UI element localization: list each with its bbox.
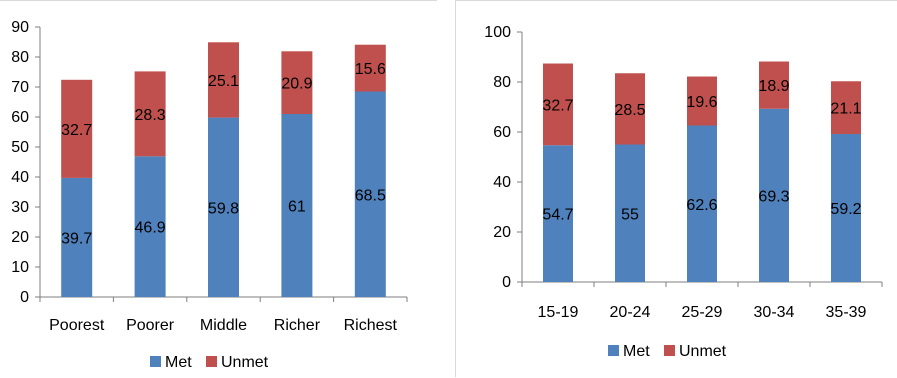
y-tick-label: 10: [11, 259, 29, 276]
data-label: 61: [288, 199, 306, 216]
bar-unmet: [61, 79, 93, 178]
data-label: 25.1: [208, 73, 239, 90]
y-tick-label: 50: [11, 139, 29, 156]
left-chart-panel: 0 10 20 30 40 50 60 70 80 90 Poorest 39.7 32.7 Poorer…: [0, 0, 437, 377]
data-label: 54.7: [542, 207, 573, 224]
y-tick-label: 70: [11, 79, 29, 96]
data-label: 28.5: [614, 102, 645, 119]
y-tick-label: 40: [11, 169, 29, 186]
y-tick-label: 60: [11, 109, 29, 126]
data-label: 46.9: [135, 220, 166, 237]
y-tick-label: 20: [493, 224, 511, 241]
legend-swatch-unmet: [664, 345, 675, 356]
x-tick-label: Middle: [200, 317, 247, 334]
data-label: 32.7: [542, 97, 573, 114]
bar-met: [354, 91, 386, 297]
x-tick-label: Poorest: [49, 317, 105, 334]
bar-unmet: [134, 71, 166, 157]
bar-unmet: [208, 42, 239, 118]
y-tick-label: 30: [11, 199, 29, 216]
y-tick-label: 80: [493, 74, 511, 91]
bar-unmet: [354, 44, 386, 92]
data-label: 15.6: [355, 61, 386, 78]
data-label: 32.7: [61, 122, 92, 139]
y-tick-label: 0: [20, 289, 29, 306]
wealth-quintile-chart: 0 10 20 30 40 50 60 70 80 90 Poorest 39.7 32.7 Poorer…: [11, 19, 408, 371]
x-tick-label: Poorer: [126, 317, 175, 334]
bar-unmet: [615, 73, 645, 145]
bar-unmet: [831, 81, 861, 134]
data-label: 28.3: [135, 107, 166, 124]
bar-met: [831, 134, 861, 282]
data-label: 39.7: [61, 230, 92, 247]
data-label: 59.2: [830, 201, 861, 218]
x-tick-label: Richest: [344, 317, 398, 334]
bar-unmet: [687, 76, 717, 126]
data-label: 21.1: [830, 101, 861, 118]
x-tick-label: 30-34: [754, 304, 795, 321]
legend-label-unmet: Unmet: [221, 354, 269, 371]
bar-met: [615, 144, 645, 282]
legend-label-unmet: Unmet: [679, 343, 727, 360]
y-tick-label: 40: [493, 174, 511, 191]
y-tick-label: 60: [493, 124, 511, 141]
data-label: 68.5: [355, 187, 386, 204]
bar-met: [208, 117, 239, 297]
x-tick-label: 15-19: [538, 304, 579, 321]
data-label: 59.8: [208, 200, 239, 217]
bar-met: [134, 156, 166, 297]
data-label: 55: [621, 206, 639, 223]
y-tick-label: 20: [11, 229, 29, 246]
bar-unmet: [281, 51, 313, 114]
x-tick-label: 20-24: [610, 304, 651, 321]
bar-met: [61, 177, 93, 297]
data-label: 20.9: [281, 76, 312, 93]
bar-met: [759, 108, 789, 282]
legend-label-met: Met: [165, 354, 192, 371]
y-tick-label: 0: [502, 274, 511, 291]
bar-met: [281, 114, 313, 297]
right-chart-panel: 0 20 40 60 80 100 15-19 54.7 32.7 20-24 55 28.5 25-2…: [455, 0, 897, 377]
age-group-chart: 0 20 40 60 80 100 15-19 54.7 32.7 20-24 55 28.5 25-2…: [484, 24, 883, 360]
legend-swatch-met: [150, 356, 161, 367]
data-label: 69.3: [758, 188, 789, 205]
data-label: 19.6: [686, 94, 717, 111]
bar-unmet: [543, 63, 573, 146]
bar-met: [543, 145, 573, 282]
legend-swatch-met: [608, 345, 619, 356]
x-tick-label: 35-39: [826, 304, 867, 321]
data-label: 18.9: [758, 78, 789, 95]
x-tick-label: Richer: [274, 317, 321, 334]
x-tick-label: 25-29: [682, 304, 723, 321]
legend-swatch-unmet: [206, 356, 217, 367]
data-label: 62.6: [686, 197, 717, 214]
bar-met: [687, 125, 717, 282]
y-tick-label: 100: [484, 24, 511, 41]
bar-unmet: [759, 61, 789, 109]
y-tick-label: 80: [11, 49, 29, 66]
legend-label-met: Met: [623, 343, 650, 360]
panel-border: [0, 0, 437, 1]
y-tick-label: 90: [11, 19, 29, 36]
